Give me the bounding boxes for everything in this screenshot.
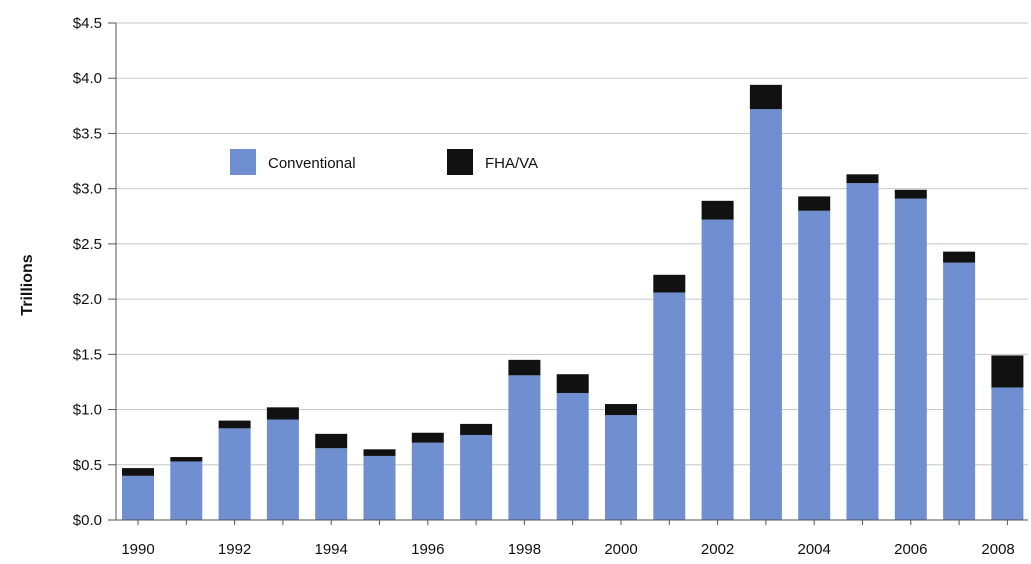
bar-conventional	[846, 183, 879, 520]
y-tick-label: $2.0	[73, 291, 102, 308]
bar-fha-va	[605, 404, 637, 416]
legend-swatch-fha-va	[447, 149, 473, 175]
bar-fha-va	[170, 457, 203, 462]
bar-conventional	[894, 198, 927, 520]
bar-conventional	[653, 292, 686, 520]
x-tick-label: 1996	[411, 541, 444, 558]
bar-conventional	[315, 448, 348, 520]
legend-swatch-conventional	[230, 149, 256, 175]
bar-fha-va	[460, 423, 493, 435]
bars	[122, 84, 1024, 520]
axes	[115, 23, 1028, 521]
legend-label-conventional: Conventional	[268, 155, 356, 172]
bar-fha-va	[894, 189, 927, 199]
bar-fha-va	[846, 174, 879, 184]
bar-conventional	[943, 262, 976, 520]
y-tick-label: $2.5	[73, 236, 102, 253]
x-tick-label: 1992	[218, 541, 251, 558]
bar-fha-va	[701, 200, 734, 220]
x-tick-label: 2000	[604, 541, 637, 558]
y-tick-label: $1.0	[73, 402, 102, 419]
bar-fha-va	[266, 407, 299, 420]
x-tick-labels: 1990 1992 1994 1996 1998 2000 2002 2004 2006 2008	[121, 520, 1015, 558]
x-tick-label: 2006	[894, 541, 927, 558]
bar-conventional	[460, 434, 493, 520]
bar-conventional	[411, 442, 444, 520]
bar-conventional	[170, 461, 203, 520]
y-tick-label: $0.0	[73, 512, 102, 529]
bar-conventional	[218, 428, 251, 520]
bar-conventional	[266, 419, 299, 520]
y-tick-labels: $0.0 $0.5 $1.0 $1.5 $2.0 $2.5 $3.0 $3.5 $4.0 $4.5	[73, 15, 116, 529]
bar-fha-va	[943, 251, 976, 263]
bar-conventional	[749, 109, 782, 520]
x-tick-label: 2008	[981, 541, 1014, 558]
x-tick-label: 2004	[798, 541, 831, 558]
bar-fha-va	[508, 359, 541, 376]
bar-conventional	[605, 415, 637, 520]
bar-fha-va	[315, 433, 348, 449]
bar-fha-va	[991, 355, 1024, 388]
legend: Conventional FHA/VA	[230, 149, 538, 175]
bar-fha-va	[363, 449, 396, 456]
y-tick-label: $3.0	[73, 181, 102, 198]
bar-conventional	[991, 387, 1024, 520]
bar-fha-va	[411, 432, 444, 443]
bar-fha-va	[122, 468, 154, 476]
bar-fha-va	[798, 196, 831, 211]
x-tick-label: 1994	[315, 541, 348, 558]
y-tick-label: $0.5	[73, 457, 102, 474]
y-tick-label: $1.5	[73, 346, 102, 363]
y-tick-label: $4.5	[73, 15, 102, 32]
bar-fha-va	[218, 420, 251, 429]
bar-fha-va	[749, 84, 782, 110]
bar-conventional	[701, 219, 734, 520]
x-tick-label: 1998	[508, 541, 541, 558]
bar-fha-va	[653, 274, 686, 293]
bar-conventional	[508, 375, 541, 520]
bar-fha-va	[556, 374, 589, 393]
bar-conventional	[556, 392, 589, 520]
y-tick-label: $3.5	[73, 125, 102, 142]
y-tick-label: $4.0	[73, 70, 102, 87]
bar-conventional	[363, 455, 396, 520]
x-tick-label: 1990	[121, 541, 154, 558]
bar-conventional	[122, 475, 154, 520]
bar-conventional	[798, 210, 831, 520]
legend-label-fha-va: FHA/VA	[485, 155, 538, 172]
y-axis-title: Trillions	[19, 254, 36, 315]
x-tick-label: 2002	[701, 541, 734, 558]
